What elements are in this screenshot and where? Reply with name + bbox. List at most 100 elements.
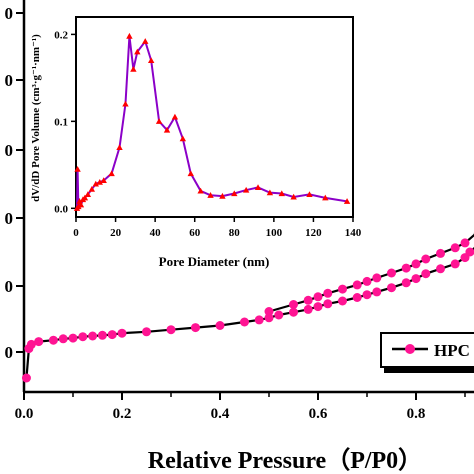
inset-data-point [254,184,262,190]
main-data-point [48,335,58,345]
inset-x-tick-label: 40 [150,227,162,239]
inset-data-point [219,192,226,199]
main-data-point [264,313,274,323]
main-data-point [338,284,347,294]
main-data-point [254,315,264,325]
inset-series-layer [73,32,351,211]
inset-data-point [84,191,92,197]
main-series-layer [21,232,474,383]
inset-data-point [74,165,81,172]
main-x-ticks: 0.0 0.2 0.4 0.6 0.8 [15,392,466,422]
inset-data-point [88,185,96,192]
inset-data-point [147,57,155,64]
main-data-point [26,339,36,349]
inset-x-ticks: 0 20 40 60 80 100 120 140 [73,217,362,239]
legend-shadow [384,367,474,373]
main-data-point [421,269,431,279]
main-data-point [338,296,347,306]
inset-data-point [163,126,171,133]
inset-data-point [77,201,85,208]
main-data-point [460,238,470,248]
main-data-point [436,248,445,258]
main-data-point [78,332,88,342]
inset-data-point [108,170,115,177]
inset-data-point [116,144,123,150]
inset-data-point [130,65,137,72]
main-data-point [362,290,372,300]
main-data-point [97,330,107,340]
inset-data-point [134,48,141,55]
inset-data-point [242,186,250,193]
inset-x-tick-label: 120 [305,227,322,239]
main-data-point [166,325,176,335]
inset-y-axis-label: dV/dD Pore Volume (cm³·g⁻¹·nm⁻¹) [30,34,42,202]
inset-y-tick-label: 0.0 [54,203,68,215]
main-data-point [289,300,298,309]
inset-x-tick-label: 60 [189,227,201,239]
main-data-point [117,328,127,338]
inset-data-point [231,190,238,197]
main-x-axis-label: Relative Pressure（P/P0） [148,447,422,474]
main-data-point [58,334,68,344]
inset-data-point [278,190,285,197]
main-y-ticks: 0 0 0 0 0 0 [5,4,24,362]
main-y-tick-label: 0 [5,343,14,362]
inset-plot: 0 20 40 60 80 100 120 140 0.0 0.1 0.2 Pore Diamet… [30,16,362,269]
main-data-point [313,302,323,312]
main-data-point [411,259,421,269]
main-data-point [240,317,249,327]
inset-x-axis-label: Pore Diameter (nm) [159,254,270,269]
main-y-tick-label: 0 [5,209,14,228]
inset-frame [75,16,354,218]
main-plot: 0.0 0.2 0.4 0.6 0.8 0 0 0 0 0 0 Relative Pressure… [5,0,474,474]
main-y-tick-label: 0 [5,4,14,23]
main-data-point [450,243,460,253]
main-data-point [387,268,396,278]
main-data-point [352,293,362,302]
inset-data-point [81,194,89,201]
main-y-tick-label: 0 [5,71,14,90]
main-data-point [289,307,298,317]
main-data-point [372,287,382,297]
main-x-tick-label: 0.4 [211,406,230,422]
main-data-point [88,331,98,341]
inset-y-tick-label: 0.2 [54,29,68,41]
inset-data-point [290,193,297,200]
inset-y-ticks: 0.0 0.1 0.2 [54,29,76,215]
inset-data-point [142,38,149,44]
main-data-point [465,247,474,257]
main-data-point [323,288,333,298]
inset-data-point [207,192,214,198]
main-data-point [264,307,274,316]
main-data-point [401,263,411,273]
main-data-point [68,333,78,343]
inset-data-point [155,118,163,124]
main-data-point [313,292,323,302]
main-y-tick-label: 0 [5,141,14,160]
main-data-point [274,310,284,320]
main-data-point [142,327,151,337]
inset-data-point [343,198,351,204]
inset-data-point [266,189,274,196]
inset-data-point [75,203,82,210]
inset-data-point [96,179,103,185]
main-y-tick-label: 0 [5,277,14,296]
inset-data-point [126,32,133,39]
inset-x-tick-label: 140 [345,227,362,239]
main-data-point [303,295,313,305]
main-data-point [421,254,431,264]
inset-data-point [92,180,99,187]
inset-data-point [171,113,179,120]
inset-data-point [306,191,313,197]
inset-y-tick-label: 0.1 [54,116,68,128]
main-data-point [411,274,421,284]
main-data-point [401,278,411,288]
main-data-point [107,330,117,340]
main-x-tick-label: 0.8 [407,406,426,422]
inset-data-point [179,135,187,142]
legend-marker [405,344,415,354]
inset-data-point [322,194,329,201]
inset-data-point [122,100,129,107]
main-data-point [34,337,44,347]
main-data-point [303,304,313,314]
